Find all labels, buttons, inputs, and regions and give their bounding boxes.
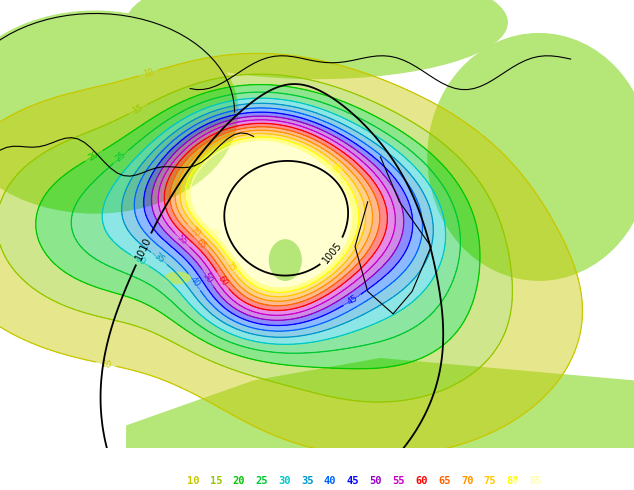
- Text: 1005: 1005: [321, 240, 345, 265]
- Text: © weatheronline.co.uk: © weatheronline.co.uk: [500, 476, 631, 486]
- Text: 35: 35: [301, 476, 314, 486]
- Text: 25: 25: [114, 150, 128, 164]
- Text: 60: 60: [415, 476, 428, 486]
- Text: 40: 40: [188, 275, 201, 289]
- Text: 10: 10: [187, 476, 200, 486]
- Text: 55: 55: [176, 233, 190, 247]
- Text: Surface pressure [hPa] ECMWF: Surface pressure [hPa] ECMWF: [3, 454, 196, 464]
- Text: 25: 25: [256, 476, 268, 486]
- Text: 60: 60: [216, 273, 230, 287]
- Text: 75: 75: [484, 476, 496, 486]
- Text: 50: 50: [370, 476, 382, 486]
- Text: 45: 45: [347, 476, 359, 486]
- Text: 30: 30: [133, 254, 147, 267]
- Text: 65: 65: [194, 238, 208, 251]
- Text: 70: 70: [461, 476, 474, 486]
- Text: 55: 55: [392, 476, 405, 486]
- Text: 40: 40: [324, 476, 337, 486]
- Text: 10: 10: [100, 359, 112, 369]
- Text: 80: 80: [507, 476, 519, 486]
- Text: 65: 65: [438, 476, 451, 486]
- Ellipse shape: [127, 0, 507, 78]
- Text: 1010: 1010: [134, 236, 153, 262]
- Ellipse shape: [269, 240, 301, 280]
- Text: Isotachs 10m (km/h): Isotachs 10m (km/h): [3, 476, 127, 486]
- Text: 20: 20: [233, 476, 245, 486]
- Text: 35: 35: [152, 251, 166, 265]
- Text: 15: 15: [210, 476, 223, 486]
- Ellipse shape: [165, 272, 190, 284]
- Text: 75: 75: [223, 260, 237, 274]
- Text: 85: 85: [207, 227, 221, 241]
- Text: 30: 30: [278, 476, 291, 486]
- Text: 70: 70: [188, 225, 202, 239]
- Text: Th 30-05-2024 06:00 UTC (06+48): Th 30-05-2024 06:00 UTC (06+48): [418, 454, 631, 464]
- Text: 15: 15: [131, 103, 145, 116]
- Ellipse shape: [0, 11, 238, 213]
- Text: 90: 90: [552, 476, 565, 486]
- Text: 50: 50: [201, 271, 214, 285]
- Text: 80: 80: [329, 163, 342, 176]
- Text: 10: 10: [142, 67, 155, 79]
- Text: 85: 85: [529, 476, 542, 486]
- Text: 20: 20: [87, 149, 101, 163]
- Ellipse shape: [428, 34, 634, 280]
- Polygon shape: [127, 359, 634, 448]
- Text: 45: 45: [346, 294, 359, 307]
